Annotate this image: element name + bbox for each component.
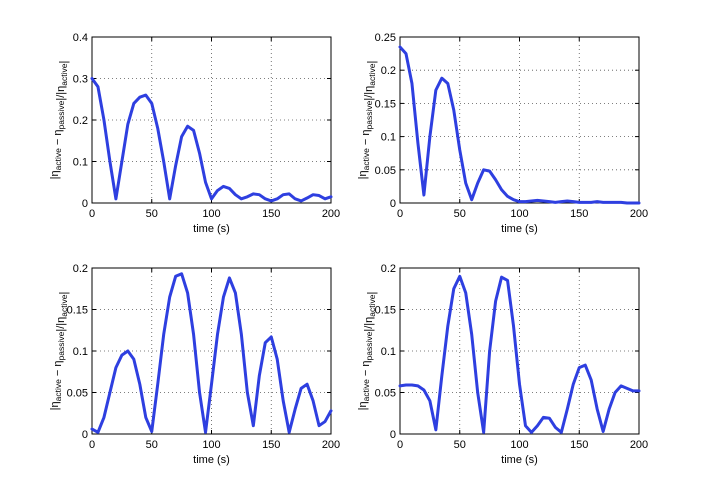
- y-axis-label: |ηactive − ηpassive|/|ηactive|: [357, 292, 378, 411]
- x-tick-label: 150: [570, 208, 588, 220]
- x-tick-label: 100: [202, 208, 220, 220]
- series-line: [398, 45, 641, 205]
- x-tick-label: 0: [89, 208, 95, 220]
- x-tick-label: 50: [454, 208, 466, 220]
- y-tick-label: 0.2: [381, 263, 396, 275]
- y-tick-label: 0.1: [381, 346, 396, 358]
- y-tick-label: 0.1: [73, 157, 88, 169]
- x-tick-label: 0: [397, 208, 403, 220]
- y-tick-label: 0: [82, 198, 88, 210]
- y-tick-label: 0.1: [73, 346, 88, 358]
- y-tick-label: 0.2: [381, 65, 396, 77]
- subplot-3: 0 50 100 150 200 0 0.05 0.1 0.15 0.2 time (s) |ηact…: [49, 263, 340, 466]
- x-tick-label: 200: [322, 208, 340, 220]
- y-tick-label: 0.1: [381, 132, 396, 144]
- y-tick-label: 0: [82, 429, 88, 441]
- x-tick-label: 100: [510, 439, 528, 451]
- series-line: [90, 77, 333, 203]
- x-tick-label: 50: [146, 439, 158, 451]
- x-tick-label: 200: [630, 439, 648, 451]
- subplot-2: 0 50 100 150 200 0 0.05 0.1 0.15 0.2 0.25 time (s) |…: [357, 32, 648, 235]
- y-tick-label: 0.25: [375, 32, 396, 44]
- y-tick-label: 0.15: [375, 98, 396, 110]
- x-tick-label: 50: [454, 439, 466, 451]
- x-tick-label: 0: [397, 439, 403, 451]
- y-axis-label: |ηactive − ηpassive|/|ηactive|: [49, 61, 70, 180]
- y-tick-label: 0.15: [375, 305, 396, 317]
- y-tick-label: 0: [390, 198, 396, 210]
- x-axis-label: time (s): [193, 223, 230, 235]
- series-line: [398, 274, 641, 434]
- x-tick-label: 100: [202, 439, 220, 451]
- subplot-1: 0 50 100 150 200 0 0.1 0.2 0.3 0.4 time (s) |ηactiv…: [49, 32, 340, 235]
- x-axis-label: time (s): [501, 454, 538, 466]
- x-tick-label: 150: [262, 439, 280, 451]
- y-tick-label: 0.2: [73, 115, 88, 127]
- y-tick-label: 0.3: [73, 74, 88, 86]
- y-tick-label: 0.05: [67, 388, 88, 400]
- y-axis-label: |ηactive − ηpassive|/|ηactive|: [357, 61, 378, 180]
- x-tick-label: 0: [89, 439, 95, 451]
- y-axis-label: |ηactive − ηpassive|/|ηactive|: [49, 292, 70, 411]
- subplot-4: 0 50 100 150 200 0 0.05 0.1 0.15 0.2 time (s) |ηact…: [357, 263, 648, 466]
- x-tick-label: 50: [146, 208, 158, 220]
- y-tick-label: 0.05: [375, 388, 396, 400]
- x-axis-label: time (s): [501, 223, 538, 235]
- y-tick-label: 0: [390, 429, 396, 441]
- series-line: [90, 272, 333, 434]
- y-tick-label: 0.15: [67, 305, 88, 317]
- x-tick-label: 150: [570, 439, 588, 451]
- x-tick-label: 200: [630, 208, 648, 220]
- y-tick-label: 0.2: [73, 263, 88, 275]
- y-tick-label: 0.05: [375, 165, 396, 177]
- x-tick-label: 150: [262, 208, 280, 220]
- x-axis-label: time (s): [193, 454, 230, 466]
- x-tick-label: 200: [322, 439, 340, 451]
- y-tick-label: 0.4: [73, 32, 88, 44]
- x-tick-label: 100: [510, 208, 528, 220]
